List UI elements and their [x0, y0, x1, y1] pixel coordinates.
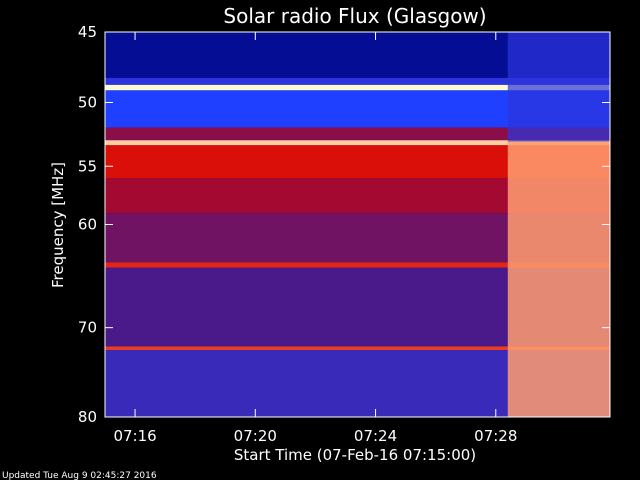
x-tick-label: 07:28	[474, 427, 517, 445]
radio-burst-region	[507, 32, 610, 418]
radio-burst	[507, 141, 610, 418]
chart-title: Solar radio Flux (Glasgow)	[223, 4, 486, 28]
frequency-band	[105, 140, 610, 146]
y-tick-label: 55	[78, 157, 97, 175]
y-axis-ticks: 45 50 55 60 70 80	[78, 23, 610, 426]
radio-burst-upper	[507, 32, 610, 142]
x-tick-label: 07:16	[113, 427, 156, 445]
x-tick-label: 07:24	[354, 427, 397, 445]
y-tick-label: 70	[78, 319, 97, 337]
frequency-band	[105, 346, 610, 351]
y-tick-label: 45	[78, 23, 97, 41]
frequency-band	[105, 84, 610, 91]
x-axis-label: Start Time (07-Feb-16 07:15:00)	[234, 446, 476, 464]
y-tick-label: 60	[78, 216, 97, 234]
frequency-band	[105, 77, 610, 85]
x-axis-ticks: 07:16 07:20 07:24 07:28	[113, 32, 517, 445]
y-tick-label: 80	[78, 408, 97, 426]
frequency-band	[105, 127, 610, 141]
y-tick-label: 50	[78, 94, 97, 112]
x-tick-label: 07:20	[234, 427, 277, 445]
y-axis-label: Frequency [MHz]	[49, 162, 67, 288]
updated-timestamp: Updated Tue Aug 9 02:45:27 2016	[2, 471, 157, 480]
spectrogram-plot-area	[104, 31, 611, 418]
frequency-band	[105, 262, 610, 268]
